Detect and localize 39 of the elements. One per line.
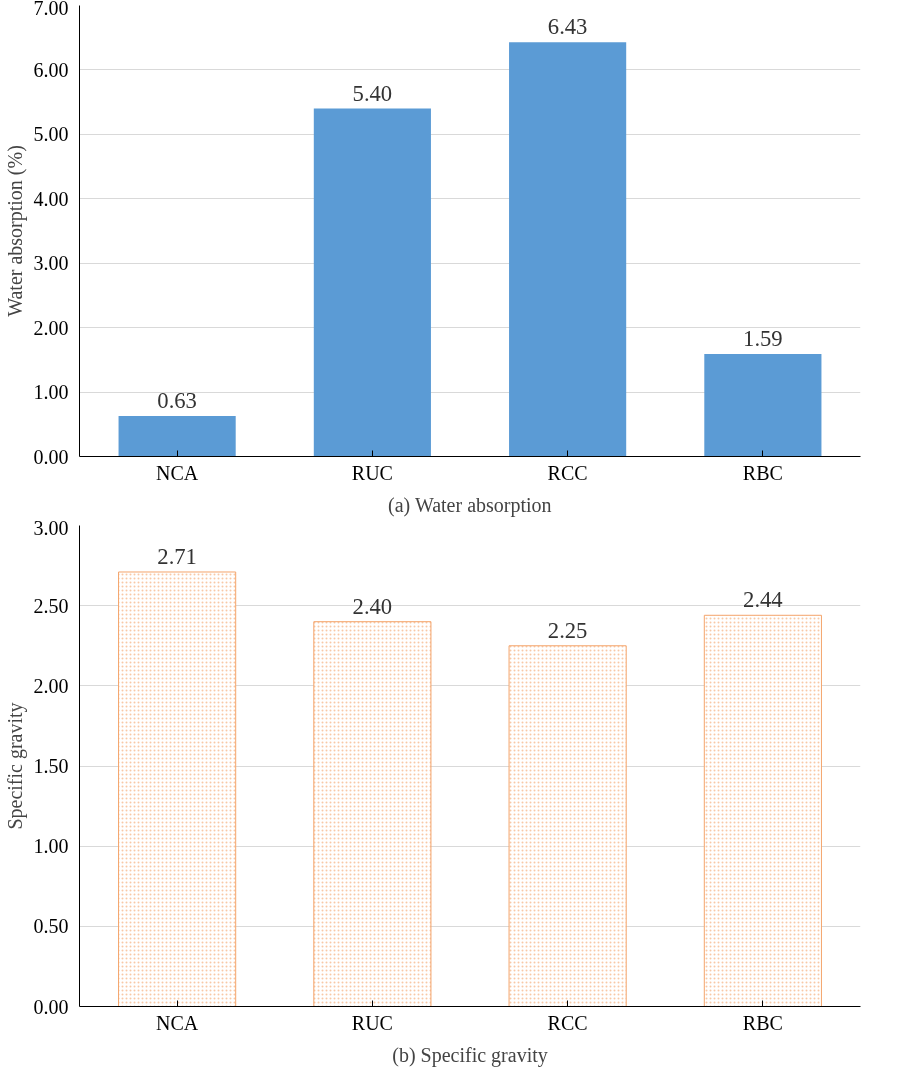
y-tick-label: 4.00 [33,187,69,210]
data-label: 1.59 [743,326,783,352]
y-axis-title: Specific gravity [3,702,27,830]
bar [313,108,431,457]
data-label: 2.40 [352,593,393,619]
x-tick-label: RCC [547,461,588,484]
y-tick-label: 0.50 [33,915,69,938]
bar [118,415,236,457]
y-tick-label: 0.00 [33,445,69,468]
bar [509,42,627,457]
y-tick-label: 5.00 [33,123,69,146]
y-tick-label: 1.00 [33,381,69,404]
y-tick-label: 2.00 [33,674,69,697]
y-tick-label: 0.00 [33,995,69,1018]
data-label: 2.71 [157,544,197,569]
y-tick-label: 1.50 [33,755,69,777]
y-tick-label: 3.00 [33,516,69,539]
x-tick-label: RBC [742,461,783,484]
y-axis-title: Water absorption (%) [3,145,27,317]
data-label: 5.40 [352,80,393,106]
x-tick-label: RUC [351,1011,393,1034]
data-label: 2.25 [547,617,588,643]
y-tick-label: 3.00 [33,252,69,275]
y-tick-label: 2.50 [33,594,69,617]
data-label: 6.43 [547,14,588,40]
x-tick-label: NCA [156,461,199,484]
x-tick-label: RBC [742,1011,783,1034]
data-label: 2.44 [743,587,783,613]
data-label: 0.63 [157,387,197,413]
x-tick-label: NCA [156,1011,199,1034]
text: (b) Specific gravity [392,1043,548,1067]
y-tick-label: 6.00 [33,58,69,81]
y-tick-label: 1.00 [33,835,69,858]
y-tick-label: 2.00 [33,316,69,339]
y-tick-label: 7.00 [33,0,69,19]
text: (a) Water absorption [388,493,552,517]
bar [704,354,822,457]
x-tick-label: RCC [547,1011,588,1034]
x-tick-label: RUC [351,461,393,484]
